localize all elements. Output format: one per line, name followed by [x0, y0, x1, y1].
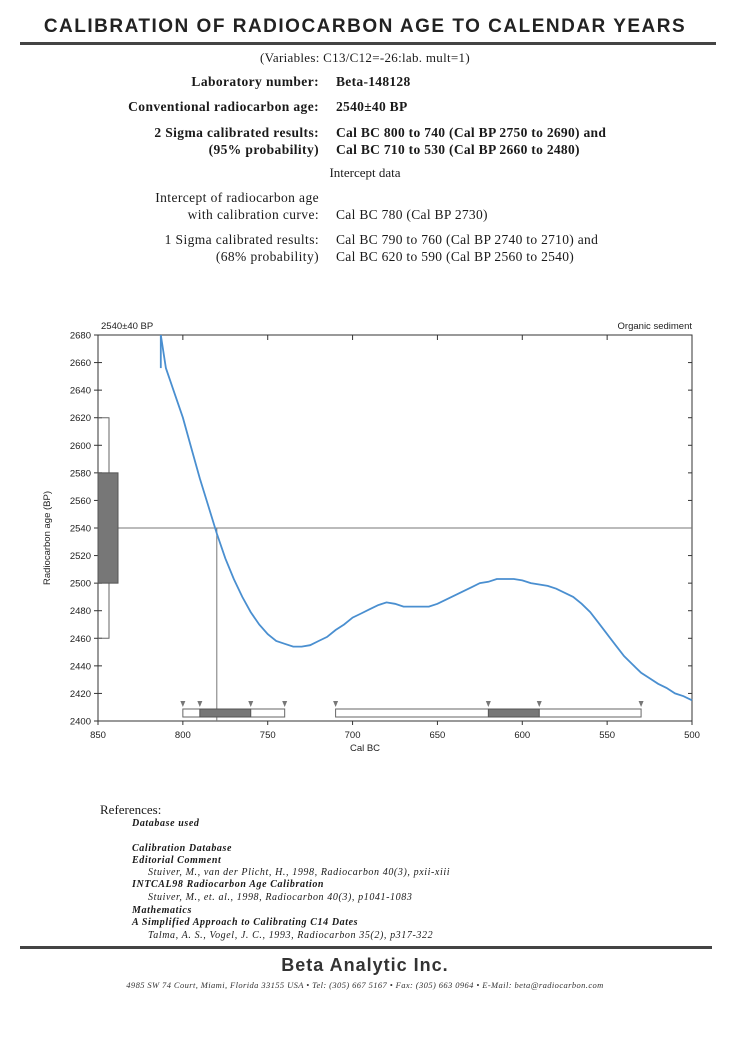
- intercept-label-2: with calibration curve:: [187, 207, 319, 222]
- reference-line: Talma, A. S., Vogel, J. C., 1993, Radioc…: [148, 930, 434, 941]
- sigma1-range-bar: [487, 708, 540, 718]
- variables-line: (Variables: C13/C12=-26:lab. mult=1): [260, 50, 470, 65]
- range-end-marker: [536, 701, 542, 707]
- sigma1-label-1: 1 Sigma calibrated results:: [164, 232, 319, 247]
- footer-rule: [20, 946, 712, 949]
- reference-line: Mathematics: [132, 905, 192, 916]
- range-end-marker: [197, 701, 203, 707]
- y-tick-label: 2400: [70, 717, 91, 728]
- range-end-marker: [485, 701, 491, 707]
- range-end-marker: [180, 701, 186, 707]
- page-title: CALIBRATION OF RADIOCARBON AGE TO CALEND…: [43, 16, 687, 37]
- references-heading: References:: [100, 802, 162, 817]
- sigma1-value-1: Cal BC 790 to 760 (Cal BP 2740 to 2710) …: [336, 232, 599, 247]
- y-axis-title: Radiocarbon age (BP): [42, 491, 53, 585]
- y-tick-label: 2480: [70, 606, 91, 617]
- sigma1-value-2: Cal BC 620 to 590 (Cal BP 2560 to 2540): [336, 249, 575, 264]
- x-tick-label: 700: [345, 730, 361, 741]
- reference-line: Database used: [132, 818, 200, 829]
- sigma2-value-2: Cal BC 710 to 530 (Cal BP 2660 to 2480): [336, 142, 580, 157]
- company-name: Beta Analytic Inc.: [281, 955, 449, 975]
- range-end-marker: [282, 701, 288, 707]
- range-end-marker: [638, 701, 644, 707]
- reference-line: INTCAL98 Radiocarbon Age Calibration: [132, 879, 325, 890]
- y-tick-label: 2460: [70, 634, 91, 645]
- sample-type-label: Organic sediment: [618, 321, 693, 332]
- sigma1-range-bar: [199, 708, 252, 718]
- x-tick-label: 850: [90, 730, 106, 741]
- range-end-marker: [248, 701, 254, 707]
- conventional-age-value: 2540±40 BP: [336, 99, 408, 114]
- reference-line: Stuiver, M., van der Plicht, H., 1998, R…: [148, 867, 451, 878]
- sigma2-label-1: 2 Sigma calibrated results:: [154, 125, 319, 140]
- age-sigma1-box: [97, 472, 119, 584]
- range-end-marker: [333, 701, 339, 707]
- reference-line: A Simplified Approach to Calibrating C14…: [132, 917, 359, 928]
- reference-line: Editorial Comment: [132, 855, 222, 866]
- sample-age-label: 2540±40 BP: [101, 321, 153, 332]
- x-tick-label: 800: [175, 730, 191, 741]
- intercept-value: Cal BC 780 (Cal BP 2730): [336, 207, 488, 222]
- reference-line: Stuiver, M., et. al., 1998, Radiocarbon …: [148, 892, 413, 903]
- sigma2-label-2: (95% probability): [208, 142, 319, 157]
- y-tick-label: 2660: [70, 358, 91, 369]
- conventional-age-label: Conventional radiocarbon age:: [128, 99, 319, 114]
- y-tick-label: 2520: [70, 551, 91, 562]
- title-rule: [20, 42, 716, 45]
- x-tick-label: 500: [684, 730, 700, 741]
- y-tick-label: 2420: [70, 689, 91, 700]
- calibration-chart: 2400 2420 2440 2460 2480 2500 2520 2540 2560 2580…: [42, 321, 700, 754]
- lab-number-value: Beta-148128: [336, 74, 411, 89]
- y-tick-label: 2600: [70, 441, 91, 452]
- x-axis-title: Cal BC: [350, 743, 380, 754]
- y-tick-label: 2500: [70, 579, 91, 590]
- company-address: 4985 SW 74 Court, Miami, Florida 33155 U…: [126, 980, 604, 990]
- y-tick-label: 2620: [70, 413, 91, 424]
- calibration-curve: [159, 334, 693, 702]
- intercept-label-1: Intercept of radiocarbon age: [155, 190, 319, 205]
- x-tick-label: 750: [260, 730, 276, 741]
- y-tick-label: 2640: [70, 386, 91, 397]
- x-tick-label: 650: [429, 730, 445, 741]
- y-tick-label: 2540: [70, 524, 91, 535]
- reference-line: Calibration Database: [132, 843, 233, 854]
- y-tick-label: 2680: [70, 331, 91, 342]
- x-tick-label: 550: [599, 730, 615, 741]
- y-tick-label: 2580: [70, 468, 91, 479]
- y-tick-label: 2560: [70, 496, 91, 507]
- x-tick-label: 600: [514, 730, 530, 741]
- lab-number-label: Laboratory number:: [191, 74, 319, 89]
- intercept-heading: Intercept data: [329, 165, 401, 180]
- sigma2-value-1: Cal BC 800 to 740 (Cal BP 2750 to 2690) …: [336, 125, 607, 140]
- y-tick-label: 2440: [70, 661, 91, 672]
- sigma1-label-2: (68% probability): [215, 249, 319, 264]
